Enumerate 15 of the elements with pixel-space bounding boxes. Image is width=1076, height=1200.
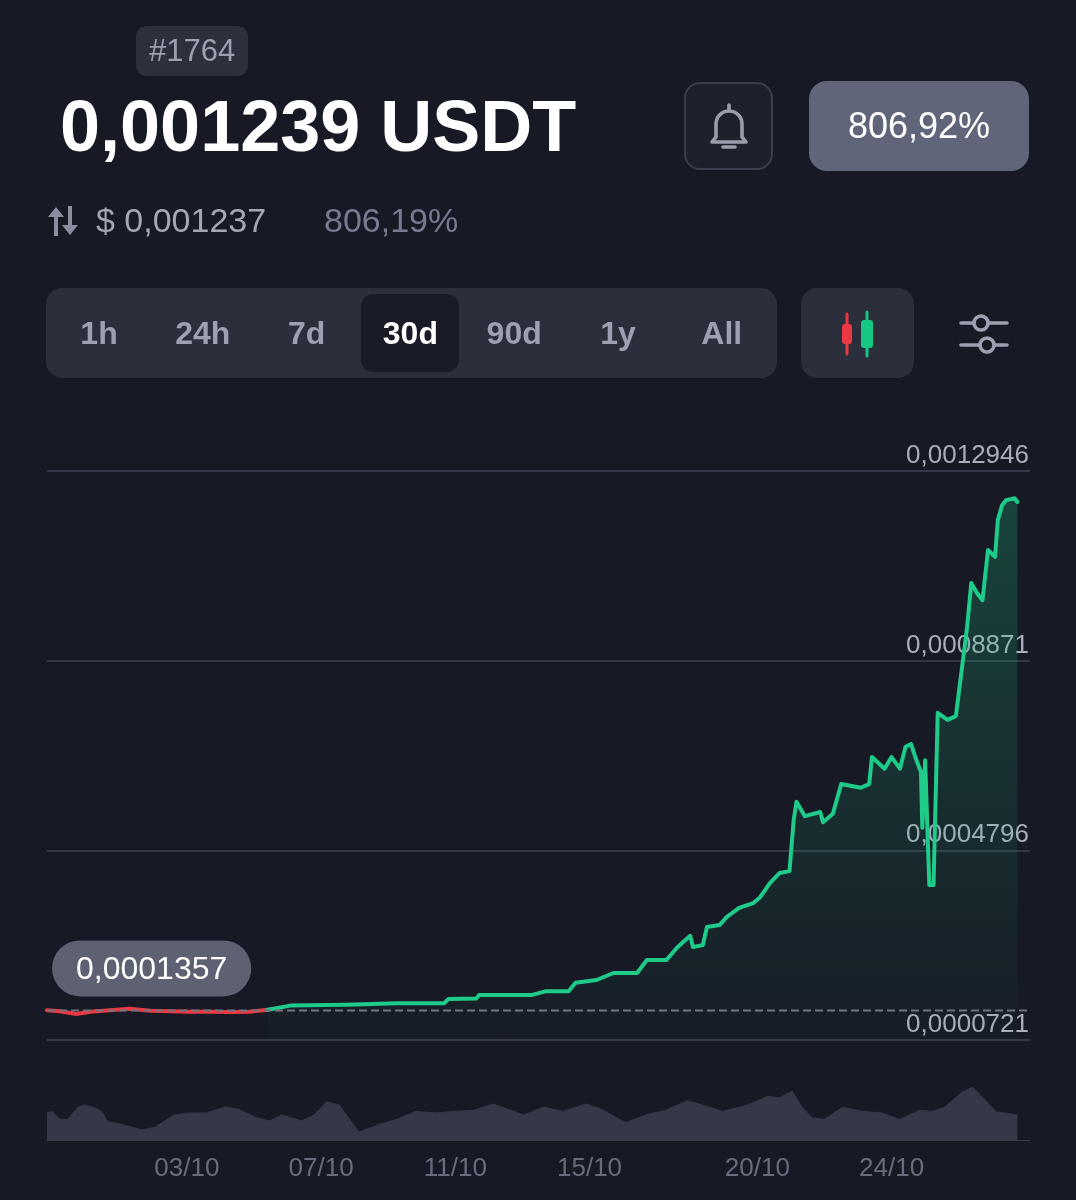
y-tick-label: 0,0000721 (906, 1008, 1029, 1038)
x-tick-label: 11/10 (423, 1152, 487, 1182)
x-tick-label: 03/10 (154, 1152, 220, 1182)
text: 0,001239 USDT (60, 85, 577, 168)
x-tick-label: 20/10 (724, 1152, 790, 1182)
rank-badge: #1764 (136, 26, 249, 76)
ref-line-label: 0,0001357 (76, 950, 228, 987)
y-tick-label: 0,0012946 (906, 439, 1029, 469)
change-badge: 806,92% (809, 81, 1029, 171)
x-tick-label: 07/10 (288, 1152, 354, 1182)
x-tick-label: 15/10 (557, 1152, 623, 1182)
text: $ 0,001237 (96, 200, 267, 240)
text: 806,19% (324, 200, 459, 240)
x-tick-label: 24/10 (859, 1152, 925, 1182)
tab-bar: 1h 24h 7d 30d 90d 1y All (46, 288, 777, 378)
